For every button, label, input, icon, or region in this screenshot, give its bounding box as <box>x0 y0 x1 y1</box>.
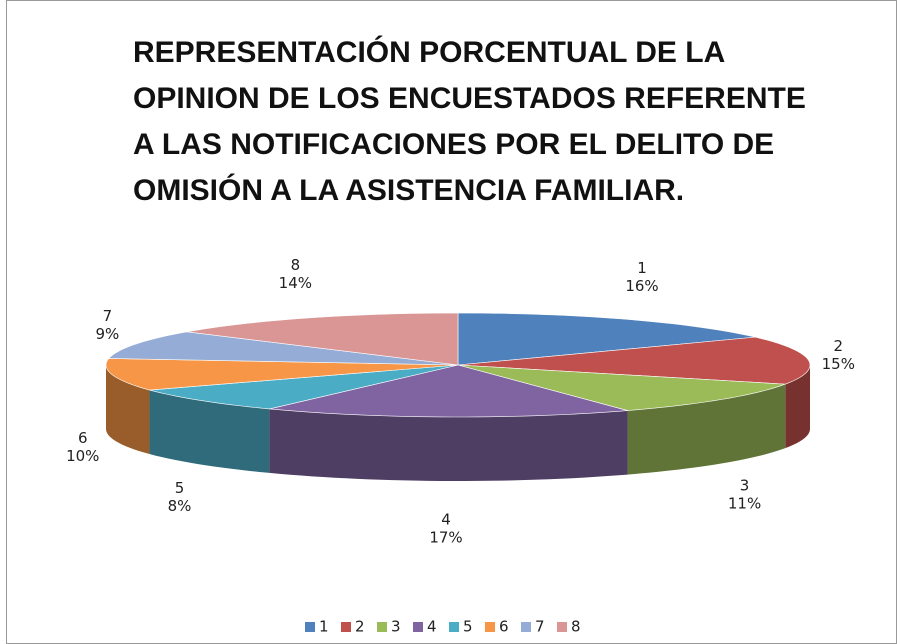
legend-swatch <box>485 622 495 632</box>
data-label: 16% <box>625 277 658 295</box>
data-label: 15% <box>822 355 855 373</box>
legend-label: 3 <box>391 618 401 636</box>
legend-label: 4 <box>427 618 437 636</box>
data-label-category: 5 <box>175 479 185 497</box>
slice <box>186 312 459 366</box>
legend-label: 6 <box>499 618 509 636</box>
slice <box>457 364 786 411</box>
data-label-category: 4 <box>441 510 451 528</box>
data-label-category: 2 <box>834 337 844 355</box>
data-label: 10% <box>66 447 99 465</box>
legend-swatch <box>413 622 423 632</box>
data-label-category: 1 <box>637 259 647 277</box>
legend-label: 7 <box>535 618 545 636</box>
data-label: 17% <box>429 528 462 546</box>
data-label-category: 6 <box>78 429 88 447</box>
slice-side <box>785 365 810 449</box>
slice-side <box>106 365 150 455</box>
legend-swatch <box>305 622 315 632</box>
legend-swatch <box>341 622 351 632</box>
slice <box>149 364 459 410</box>
legend-swatch <box>377 622 387 632</box>
data-label: 11% <box>728 495 761 513</box>
legend-swatch <box>521 622 531 632</box>
legend-label: 1 <box>319 618 329 636</box>
data-label: 9% <box>96 325 120 343</box>
slice <box>269 364 628 418</box>
data-label: 8% <box>168 497 192 515</box>
slice-side <box>627 384 786 475</box>
slice <box>457 312 756 366</box>
legend-label: 5 <box>463 618 473 636</box>
data-label-category: 7 <box>103 307 113 325</box>
chart-title: REPRESENTACIÓN PORCENTUAL DE LA OPINION … <box>133 36 806 207</box>
slice <box>457 336 811 385</box>
slice <box>105 358 459 391</box>
data-label: 14% <box>279 274 312 292</box>
legend-swatch <box>557 622 567 632</box>
legend-swatch <box>449 622 459 632</box>
slice-side <box>269 408 628 481</box>
slice <box>108 331 459 366</box>
legend-label: 2 <box>355 618 365 636</box>
slice-side <box>149 390 270 473</box>
data-label-category: 8 <box>291 256 301 274</box>
data-label-category: 3 <box>740 477 750 495</box>
legend-label: 8 <box>571 618 581 636</box>
